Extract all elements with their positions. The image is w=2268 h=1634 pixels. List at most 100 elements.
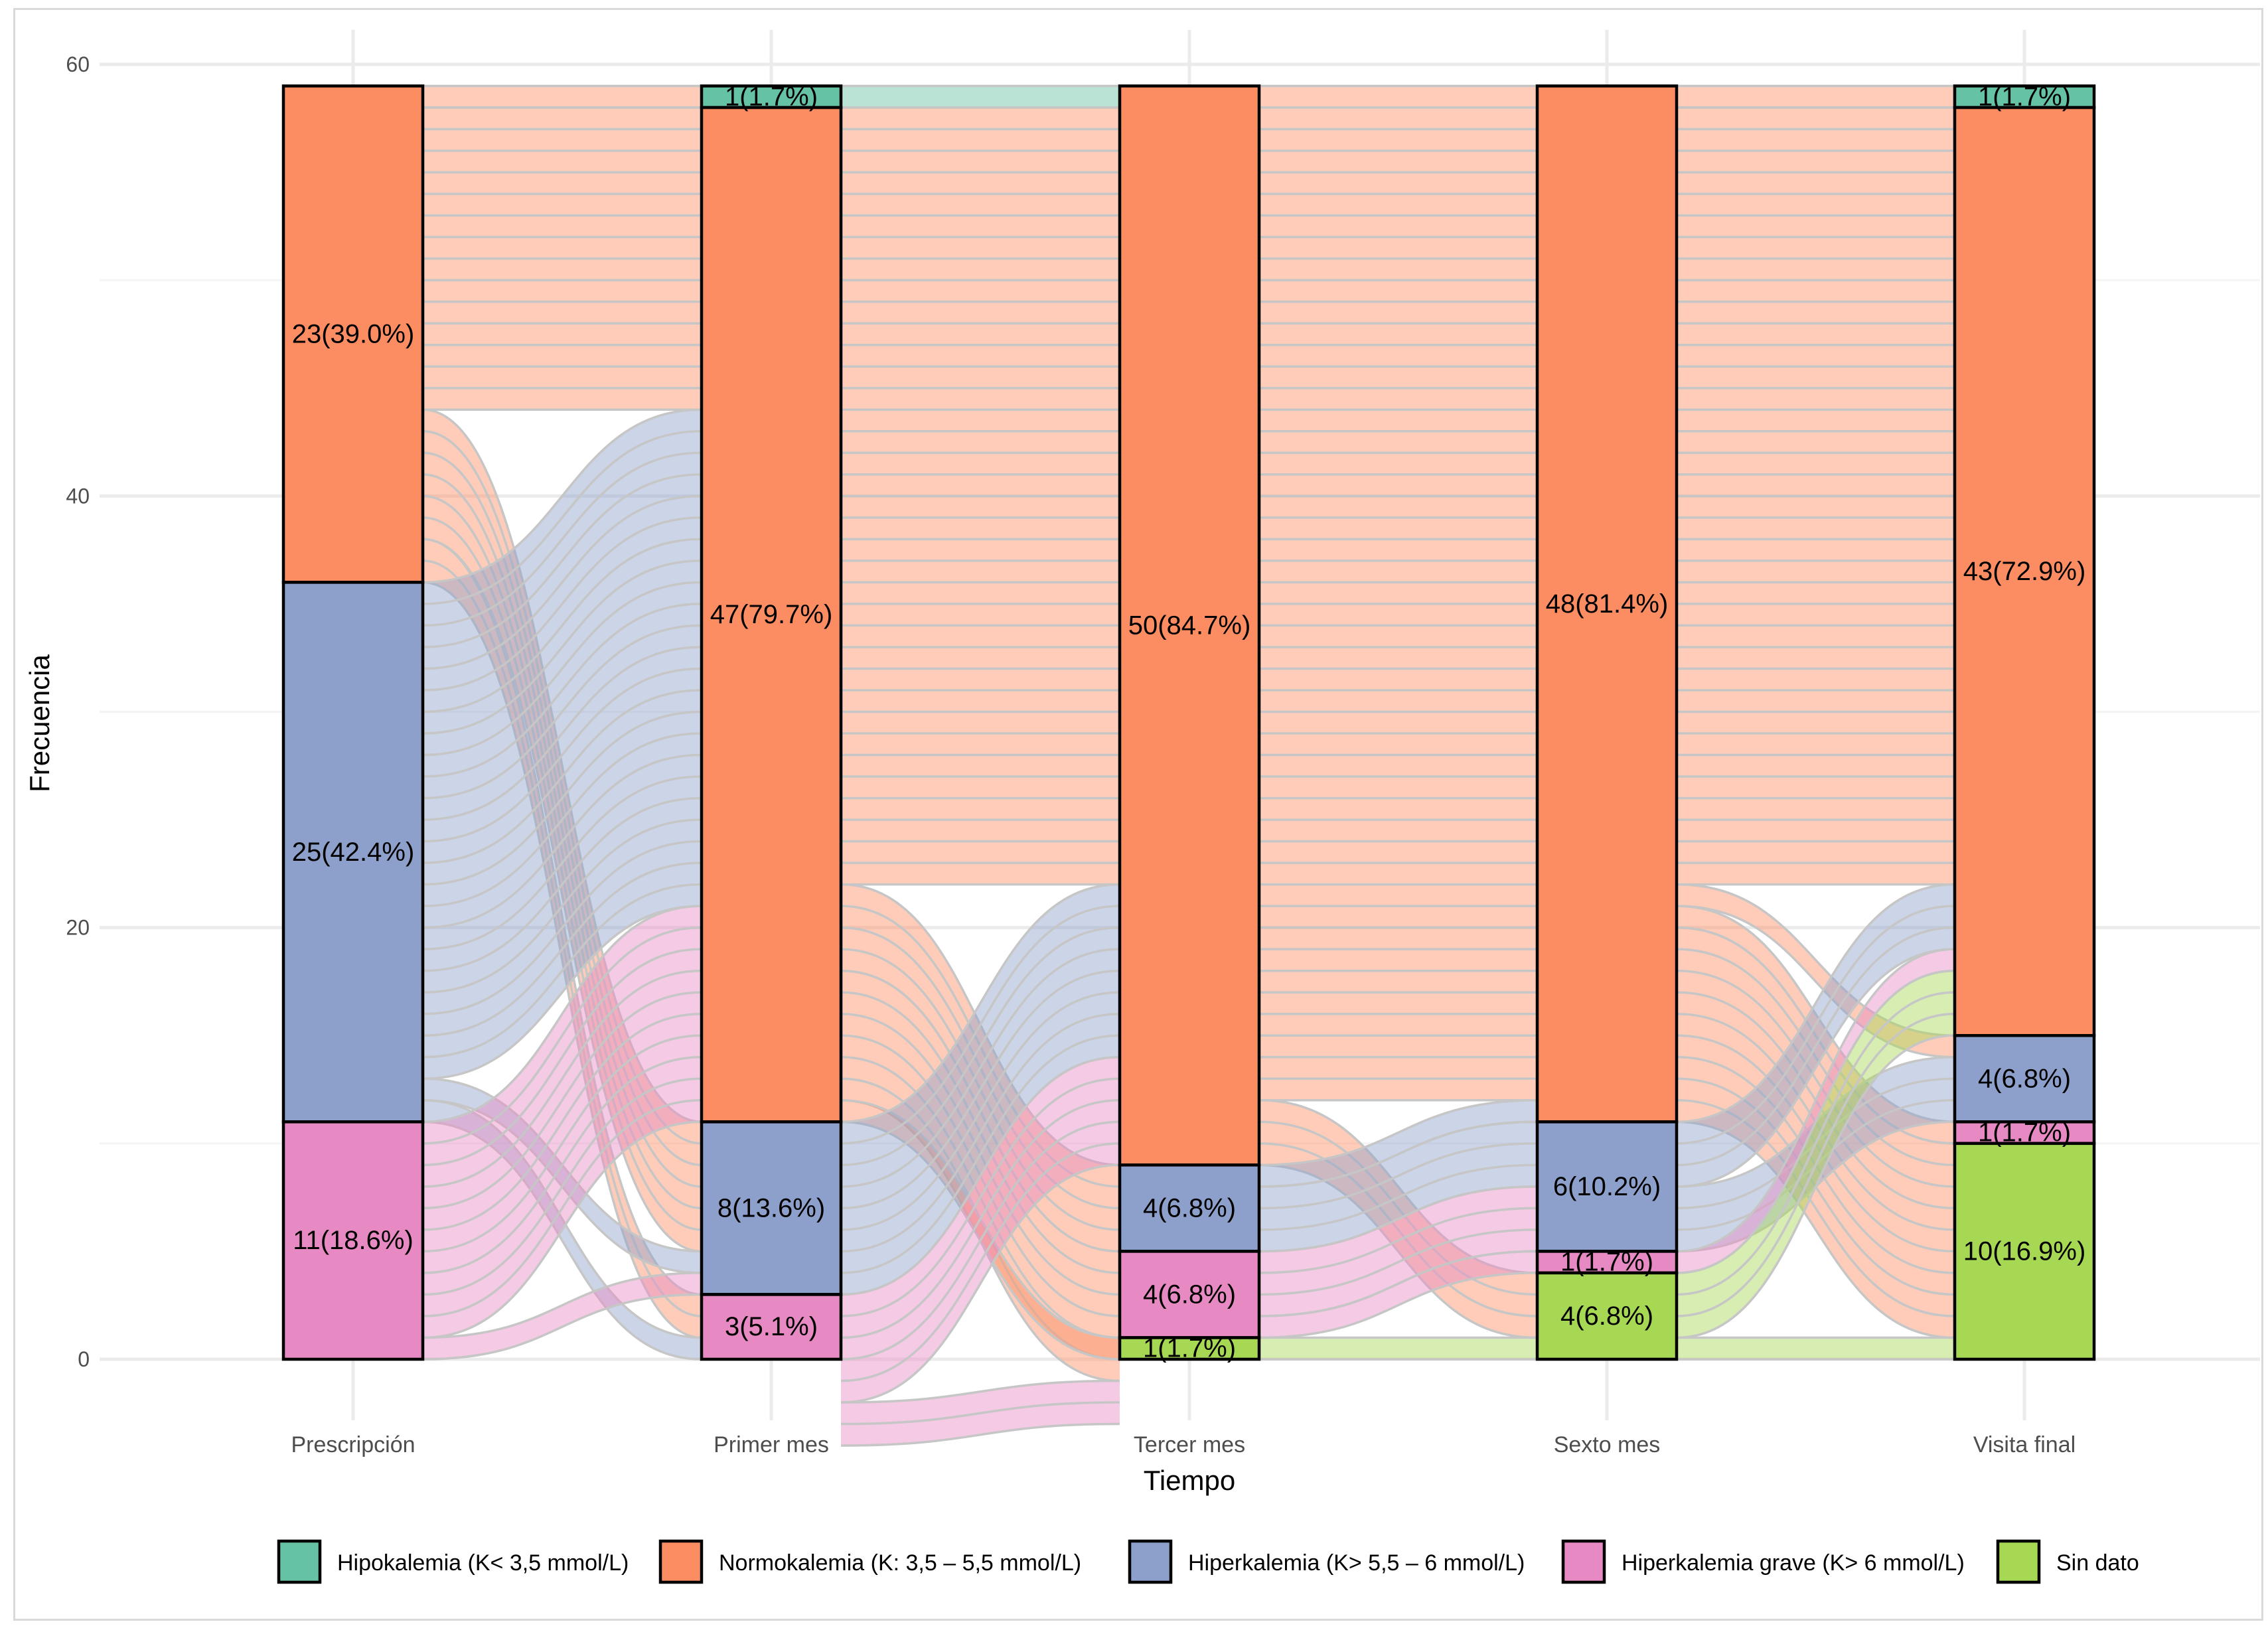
flow-line xyxy=(840,1379,1120,1404)
flow-3-hiper-to-normo xyxy=(1677,884,1955,1187)
flow-line xyxy=(422,538,702,1296)
flow-line xyxy=(422,1293,702,1361)
flow-line xyxy=(422,1034,702,1253)
stratum-label-4-grave: 1(1.7%) xyxy=(1978,1118,2071,1148)
flow-line xyxy=(422,538,702,713)
flow-line xyxy=(1258,1142,1538,1210)
flow-line xyxy=(422,473,702,648)
flow-line xyxy=(422,516,702,1231)
legend-item-normo: Normokalemia (K: 3,5 – 5,5 mmol/L) xyxy=(658,1539,1081,1584)
stratum-1-grave xyxy=(700,1293,843,1361)
flow-1-normo-to-sindato xyxy=(841,1100,1120,1359)
x-axis-title: Tiempo xyxy=(1144,1465,1236,1496)
flow-line xyxy=(422,430,702,605)
flow-line xyxy=(1258,1207,1538,1274)
flow-line xyxy=(1676,991,1955,1296)
stratum-label-4-sindato: 10(16.9%) xyxy=(1963,1236,2086,1266)
flow-0-hiper-to-hiper xyxy=(423,1078,702,1273)
flow-line xyxy=(840,1422,1120,1447)
stratum-label-1-hiper: 8(13.6%) xyxy=(718,1193,825,1223)
flow-line xyxy=(422,667,702,843)
stratum-label-1-hipo: 1(1.7%) xyxy=(725,82,818,111)
flow-line xyxy=(422,883,702,1059)
stratum-label-3-hiper: 6(10.2%) xyxy=(1553,1172,1661,1201)
flow-line xyxy=(422,559,702,1317)
x-tick-label: Tercer mes xyxy=(1134,1432,1245,1457)
flow-line xyxy=(422,689,702,864)
flow-line xyxy=(1676,948,1955,1167)
stratum-4-sindato xyxy=(1953,1142,2096,1361)
stratum-label-0-hiper: 25(42.4%) xyxy=(292,838,415,867)
flow-line xyxy=(422,473,702,1188)
flow-line xyxy=(422,818,702,994)
flow-line xyxy=(840,926,1120,1167)
flow-line xyxy=(840,1120,1120,1361)
stratum-label-4-hiper: 4(6.8%) xyxy=(1978,1064,2071,1093)
stratum-0-grave xyxy=(281,1120,425,1361)
flow-2-grave-to-hiper xyxy=(1259,1186,1537,1316)
flow-line xyxy=(422,408,702,584)
stratum-1-hiper xyxy=(700,1120,843,1296)
stratum-label-4-hipo: 1(1.7%) xyxy=(1978,82,2071,111)
flow-ribbons xyxy=(422,84,1955,1447)
stratum-label-3-grave: 1(1.7%) xyxy=(1560,1248,1653,1277)
legend-swatch-hiper xyxy=(1128,1539,1173,1584)
flow-line xyxy=(840,969,1120,1210)
flow-line xyxy=(422,905,702,1124)
flow-line xyxy=(840,948,1120,1188)
flow-line xyxy=(1258,1163,1538,1231)
stratum-label-4-normo: 43(72.9%) xyxy=(1963,557,2086,586)
flow-0-hiper-to-normo xyxy=(423,409,702,1079)
stratum-2-hiper xyxy=(1118,1163,1261,1253)
flow-line xyxy=(1258,1120,1538,1188)
stratum-label-3-sindato: 4(6.8%) xyxy=(1560,1301,1653,1331)
stratum-label-0-grave: 11(18.6%) xyxy=(293,1226,414,1255)
stratum-3-normo xyxy=(1535,84,1679,1124)
flow-line xyxy=(422,624,702,800)
flow-3-normo-to-sindato xyxy=(1677,927,1955,1338)
flow-line xyxy=(422,796,702,972)
stratum-label-2-normo: 50(84.7%) xyxy=(1128,611,1251,640)
stratum-label-3-normo: 48(81.4%) xyxy=(1546,589,1669,619)
legend-swatch-grave xyxy=(1561,1539,1606,1584)
flow-line xyxy=(840,1099,1120,1339)
flow-line xyxy=(422,861,702,1037)
flow-line xyxy=(422,840,702,1015)
y-tick-label: 0 xyxy=(78,1347,90,1371)
legend-swatch-hipo xyxy=(277,1539,322,1584)
flow-line xyxy=(1676,926,1955,1145)
stratum-4-grave xyxy=(1953,1120,2096,1146)
stratum-3-hiper xyxy=(1535,1120,1679,1253)
stratum-2-normo xyxy=(1118,84,1261,1167)
flow-line xyxy=(422,646,702,821)
flow-line xyxy=(1676,905,1955,1145)
flow-3-sindato-to-normo xyxy=(1677,970,1955,1338)
legend-label-sindato: Sin dato xyxy=(2056,1550,2139,1576)
flow-line xyxy=(1676,883,1955,1037)
stratum-4-normo xyxy=(1953,106,2096,1037)
legend: Hipokalemia (K< 3,5 mmol/L) Normokalemia … xyxy=(277,1539,2139,1584)
flow-line xyxy=(1676,1099,1955,1317)
flow-line xyxy=(1676,1012,1955,1317)
flow-line xyxy=(1258,1163,1538,1339)
flow-line xyxy=(1676,1120,1955,1339)
flow-line xyxy=(1676,948,1955,1188)
flow-line xyxy=(1258,1250,1538,1317)
y-tick-label: 60 xyxy=(66,52,90,76)
flow-line xyxy=(422,1077,702,1296)
legend-item-sindato: Sin dato xyxy=(1996,1539,2139,1584)
flow-line xyxy=(840,1142,1120,1382)
flow-line xyxy=(1676,926,1955,1167)
flow-line xyxy=(1676,969,1955,1274)
legend-label-hiper: Hiperkalemia (K> 5,5 – 6 mmol/L) xyxy=(1188,1550,1525,1576)
flow-line xyxy=(422,581,702,1339)
flow-line xyxy=(422,451,702,1167)
flow-line xyxy=(422,451,702,627)
flow-line xyxy=(840,883,1120,1124)
flow-line xyxy=(422,753,702,929)
flow-line xyxy=(422,1272,702,1339)
y-tick-label: 20 xyxy=(66,916,90,940)
flow-line xyxy=(1676,948,1955,1253)
flow-3-sindato-to-sindato xyxy=(1677,1337,1955,1359)
